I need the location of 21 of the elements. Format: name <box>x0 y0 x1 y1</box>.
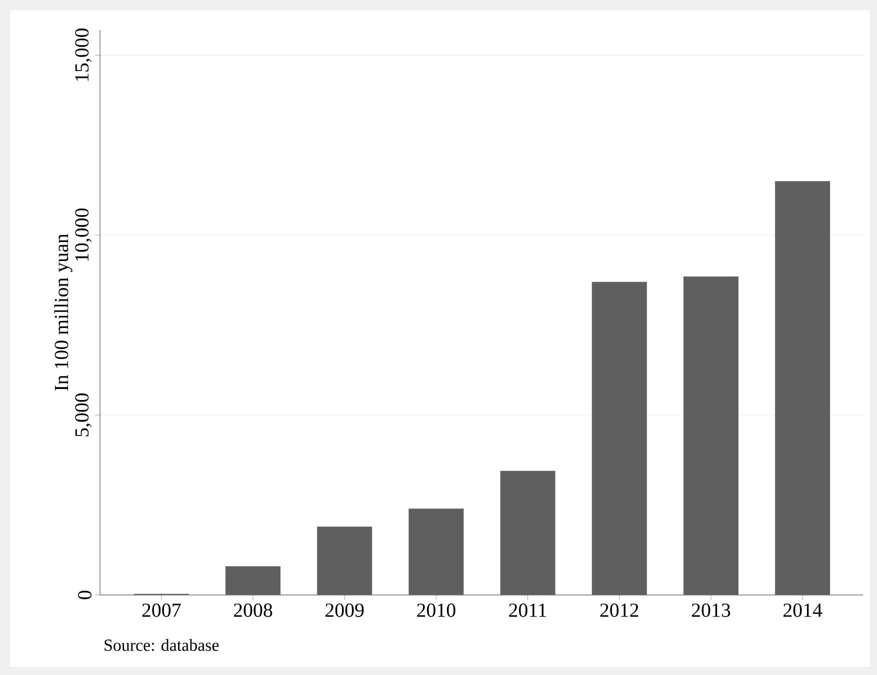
y-tick-label: 15,000 <box>75 28 92 81</box>
x-tick-label: 2013 <box>692 604 730 617</box>
y-tick-label: 5,000 <box>75 393 92 436</box>
bar <box>683 276 738 595</box>
x-tick-label: 2012 <box>600 604 638 617</box>
bar <box>775 181 830 595</box>
bar <box>408 508 464 595</box>
bar <box>500 470 556 595</box>
x-tick-label: 2011 <box>509 604 546 617</box>
x-tick-label: 2010 <box>417 604 456 617</box>
y-axis-title: In 100 million yuan <box>54 234 72 391</box>
x-tick-label: 2014 <box>784 604 822 617</box>
bar <box>592 282 647 595</box>
x-tick-label: 2009 <box>326 604 364 617</box>
source-note: Source: database <box>104 638 219 651</box>
bar <box>317 526 372 595</box>
y-tick-label: 0 <box>78 590 92 600</box>
x-tick-label: 2007 <box>142 604 181 617</box>
bar <box>225 566 280 595</box>
y-tick-label: 10,000 <box>75 208 92 261</box>
x-tick-label: 2008 <box>234 604 272 617</box>
